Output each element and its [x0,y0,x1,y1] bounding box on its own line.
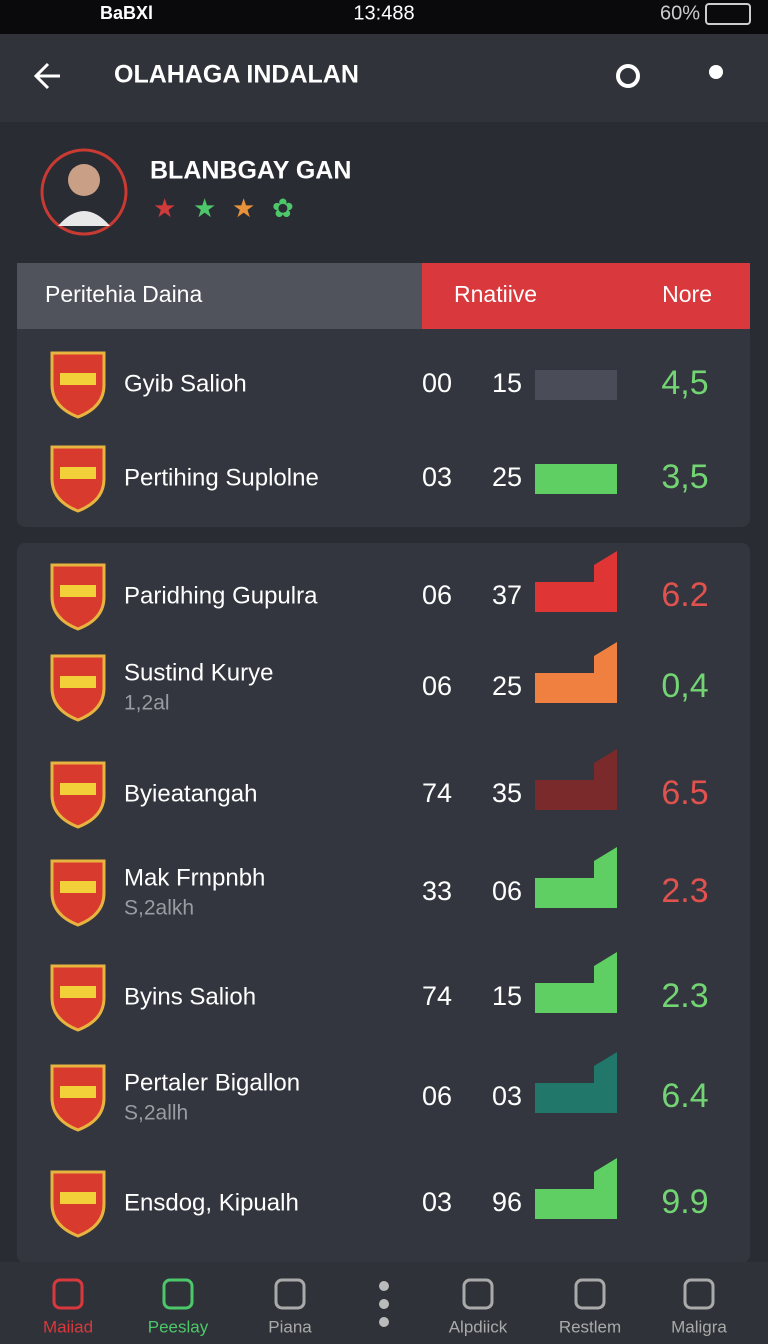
row-bar [535,1052,617,1113]
row-bar [535,464,617,494]
crest-band [60,1192,96,1204]
row-value: 35 [492,778,522,808]
header [0,34,768,122]
row-rating: 9.9 [661,1183,708,1221]
row-value: 06 [422,671,452,701]
row-name[interactable]: Pertihing Suplolne [124,464,319,491]
row-value: 00 [422,368,452,398]
star: ✿ [272,193,294,223]
row-value: 06 [422,580,452,610]
profile-button[interactable] [709,65,723,79]
row-value: 03 [422,462,452,492]
nav-label[interactable]: Piana [268,1317,312,1336]
row-value: 06 [492,876,522,906]
table-header-cell[interactable]: Rnatiive [454,281,537,307]
row-bar [535,749,617,810]
share-button[interactable] [616,64,640,88]
table-header-cell: Peritehia Daina [45,281,202,307]
row-rating: 0,4 [661,667,708,705]
row-rating: 3,5 [661,458,708,496]
star: ★ [193,193,216,223]
row-rating: 2.3 [661,977,708,1015]
row-value: 03 [422,1187,452,1217]
row-value: 03 [492,1081,522,1111]
more-button[interactable] [379,1281,389,1327]
nav-label[interactable]: Alpdiick [449,1317,508,1336]
crest-band [60,783,96,795]
row-name[interactable]: Sustind Kurye [124,659,273,686]
nav-icon[interactable] [574,1278,606,1310]
nav-label[interactable]: Maiiad [43,1317,93,1336]
row-value: 15 [492,368,522,398]
nav-label[interactable]: Restlem [559,1317,621,1336]
battery: 60% [660,2,700,24]
row-value: 25 [492,462,522,492]
star: ★ [153,193,176,223]
row-bar [535,952,617,1013]
crest-band [60,1086,96,1098]
nav-label[interactable]: Peeslay [148,1317,209,1336]
row-subtitle: S,2allh [124,1102,188,1125]
crest-band [60,986,96,998]
star: ★ [232,193,255,223]
row-rating: 4,5 [661,364,708,402]
row-value: 96 [492,1187,522,1217]
nav-label[interactable]: Maligra [671,1317,727,1336]
clock: 13:488 [353,2,414,24]
row-value: 25 [492,671,522,701]
profile-name: BLANBGAY GAN [150,157,351,185]
row-rating: 6.5 [661,774,708,812]
nav-icon[interactable] [162,1278,194,1310]
row-name[interactable]: Gyib Salioh [124,370,247,397]
row-name[interactable]: Paridhing Gupulra [124,582,318,609]
avatar-body [58,211,110,226]
table-header-cell[interactable]: Nore [662,281,712,307]
row-bar [535,642,617,703]
battery-icon [705,3,751,25]
row-name[interactable]: Mak Frnpnbh [124,864,265,891]
row-bar [535,1158,617,1219]
back-button[interactable] [33,62,60,90]
nav-icon[interactable] [52,1278,84,1310]
status-bar [0,0,768,34]
row-subtitle: S,2alkh [124,897,194,920]
row-value: 74 [422,981,452,1011]
row-value: 06 [422,1081,452,1111]
row-rating: 6.4 [661,1077,708,1115]
row-rating: 2.3 [661,872,708,910]
row-value: 15 [492,981,522,1011]
row-bar [535,847,617,908]
crest-band [60,881,96,893]
table-header [17,263,422,329]
row-name[interactable]: Byieatangah [124,780,257,807]
table-header-accent [422,263,750,329]
row-value: 74 [422,778,452,808]
row-subtitle: 1,2al [124,692,170,715]
header-title: OLAHAGA INDALAN [114,61,359,89]
crest-band [60,676,96,688]
row-name[interactable]: Byins Salioh [124,983,256,1010]
carrier: BaBXl [100,3,153,23]
nav-icon[interactable] [683,1278,715,1310]
row-value: 37 [492,580,522,610]
row-bar [535,370,617,400]
row-name[interactable]: Pertaler Bigallon [124,1069,300,1096]
nav-icon[interactable] [274,1278,306,1310]
row-bar [535,551,617,612]
row-name[interactable]: Ensdog, Kipualh [124,1189,299,1216]
row-rating: 6.2 [661,576,708,614]
nav-icon[interactable] [462,1278,494,1310]
crest-band [60,585,96,597]
crest-band [60,467,96,479]
row-value: 33 [422,876,452,906]
crest-band [60,373,96,385]
avatar-face [68,164,100,196]
